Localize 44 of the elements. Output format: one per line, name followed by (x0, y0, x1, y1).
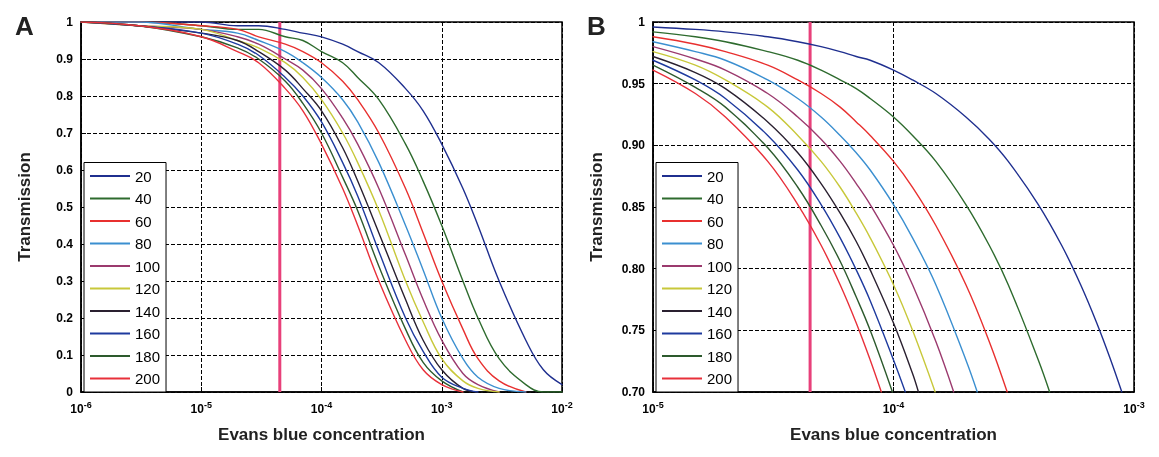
y-tick-label: 0.85 (621, 200, 646, 214)
legend-label: 180 (707, 347, 733, 365)
legend-label: 80 (707, 235, 724, 252)
legend-label: 40 (135, 190, 152, 207)
legend-label: 60 (135, 212, 152, 230)
y-tick-label: 1 (638, 15, 646, 29)
legend-label: 20 (135, 167, 152, 185)
x-axis-title: Evans blue concentration (218, 425, 425, 444)
y-tick-label: 0.75 (621, 323, 646, 338)
y-tick-label: 0.6 (56, 163, 74, 177)
y-tick-label: 0.4 (56, 237, 74, 251)
y-tick-label: 1 (66, 15, 74, 29)
legend-label: 200 (135, 370, 161, 387)
y-tick-label: 0.90 (621, 138, 646, 153)
legend-label: 120 (707, 280, 733, 297)
y-tick-label: 0.7 (56, 126, 74, 140)
y-axis-title: Transmission (15, 152, 34, 262)
legend-label: 140 (135, 302, 161, 320)
x-axis-title: Evans blue concentration (790, 425, 997, 444)
legend-label: 160 (707, 325, 733, 342)
y-tick-label: 0.2 (56, 311, 74, 325)
y-tick-label: 0 (66, 385, 74, 399)
y-axis-title: Transmission (587, 152, 606, 262)
legend-label: 160 (135, 325, 161, 342)
legend-label: 100 (135, 257, 161, 275)
y-tick-label: 0.80 (621, 261, 646, 276)
legend-label: 140 (707, 302, 733, 320)
legend-label: 80 (135, 235, 152, 252)
legend-label: 40 (707, 190, 724, 207)
legend-label: 60 (707, 212, 724, 230)
y-tick-label: 0.9 (56, 52, 74, 66)
y-tick-label: 0.3 (56, 274, 74, 288)
y-tick-label: 0.1 (56, 348, 74, 362)
y-tick-label: 0.70 (621, 385, 646, 399)
legend-label: 180 (135, 347, 161, 365)
y-tick-label: 0.8 (56, 89, 74, 103)
legend-label: 100 (707, 257, 733, 275)
y-tick-label: 0.5 (56, 200, 74, 214)
y-tick-label: 0.95 (621, 76, 646, 91)
legend-label: 20 (707, 167, 724, 185)
legend-label: 200 (707, 370, 733, 387)
chart-title: B (587, 11, 606, 41)
chart-title: A (15, 11, 34, 41)
legend-label: 120 (135, 280, 161, 297)
